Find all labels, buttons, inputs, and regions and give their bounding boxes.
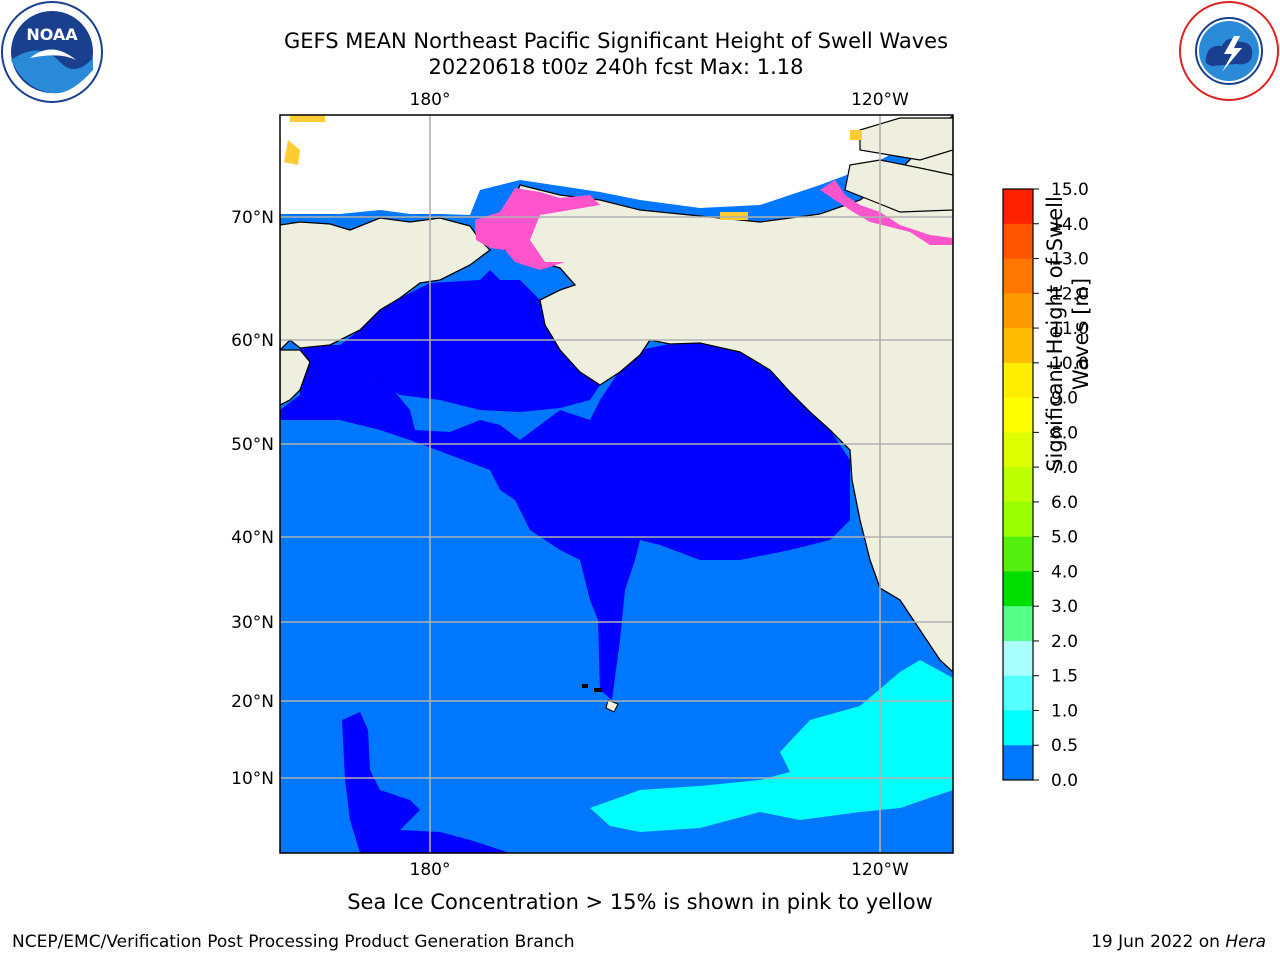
colorbar-tick-label: 5.0: [1051, 528, 1078, 548]
colorbar-frame: [1002, 188, 1034, 781]
land-hawaii-2: [582, 684, 602, 692]
colorbar-tick-label: 10.0: [1051, 354, 1089, 374]
bottom-lon-label: 120°W: [851, 860, 909, 880]
ocean-high-swell: [590, 660, 953, 832]
arctic-ocean-west: [280, 115, 480, 215]
colorbar-segment: [1003, 745, 1033, 781]
colorbar-segment: [1003, 640, 1033, 677]
colorbar-segment: [1003, 675, 1033, 711]
lat-label: 10°N: [231, 769, 274, 789]
noaa-logo: NOAA: [1, 1, 103, 103]
footer-credit: NCEP/EMC/Verification Post Processing Pr…: [12, 932, 575, 952]
sea-ice-chukchi: [475, 188, 600, 270]
colorbar-segment: [1003, 328, 1033, 364]
arctic-ocean: [480, 115, 953, 208]
colorbar-segment: [1003, 467, 1033, 503]
lat-label: 30°N: [231, 613, 274, 633]
colorbar-segment: [1003, 189, 1033, 225]
colorbar-segment: [1003, 397, 1033, 433]
colorbar-segment: [1003, 362, 1033, 399]
colorbar-tick-label: 2.0: [1051, 632, 1078, 652]
colorbar: [1002, 188, 1034, 781]
colorbar-title: Significant Height of Swell Waves [m]: [1043, 196, 1093, 472]
colorbar-tick-label: 0.0: [1051, 771, 1078, 791]
colorbar-tick-label: 14.0: [1051, 215, 1089, 235]
colorbar-tick-label: 0.5: [1051, 736, 1078, 756]
land-north-america: [499, 115, 953, 673]
colorbar-tick-label: 11.0: [1051, 319, 1089, 339]
colorbar-tick-label: 7.0: [1051, 458, 1078, 478]
lat-label: 60°N: [231, 331, 274, 351]
colorbar-segment: [1003, 223, 1033, 260]
lat-label: 20°N: [231, 692, 274, 712]
footer-date: 19 Jun 2022 on Hera: [1091, 932, 1266, 952]
ocean-low-swell-south: [342, 712, 510, 853]
land-arctic-islands: [859, 117, 953, 161]
lat-label: 70°N: [231, 208, 274, 228]
sea-ice-canada: [820, 180, 953, 245]
land-kamchatka: [280, 349, 311, 406]
colorbar-tick-label: 3.0: [1051, 597, 1078, 617]
colorbar-tick-label: 1.0: [1051, 701, 1078, 721]
colorbar-tick-label: 9.0: [1051, 389, 1078, 409]
colorbar-tick-label: 1.5: [1051, 667, 1078, 687]
colorbar-tick-label: 6.0: [1051, 493, 1078, 513]
map-frame: [279, 114, 954, 854]
land-arctic-islands-2: [844, 159, 953, 213]
colorbar-segment: [1003, 293, 1033, 329]
colorbar-segment: [1003, 258, 1033, 294]
sea-ice-yellow-3: [850, 130, 862, 140]
footer-date-text: 19 Jun 2022 on: [1091, 932, 1226, 952]
footer-machine: Hera: [1225, 932, 1266, 952]
lat-label: 40°N: [231, 528, 274, 548]
colorbar-segment: [1003, 571, 1033, 607]
ocean-low-swell-bering: [300, 270, 600, 412]
colorbar-segment: [1003, 606, 1033, 642]
lat-label: 50°N: [231, 435, 274, 455]
sea-ice-yellow-4: [290, 115, 325, 122]
colorbar-ticks: 15.0 14.0 13.0 12.0 11.0 10.0 9.0 8.0 7.0 6.0 5.0 4…: [1033, 180, 1089, 791]
nws-logo: [1179, 1, 1279, 101]
graticule: [280, 115, 953, 853]
chart-subtitle: 20220618 t00z 240h fcst Max: 1.18: [428, 55, 804, 79]
sea-ice-yellow-1: [284, 140, 300, 165]
top-lon-label: 120°W: [851, 90, 909, 110]
land-hawaii: [605, 699, 619, 713]
chart-title: GEFS MEAN Northeast Pacific Significant …: [283, 29, 949, 53]
colorbar-tick-label: 4.0: [1051, 562, 1078, 582]
top-lon-label: 180°: [410, 90, 451, 110]
colorbar-tick-label: 13.0: [1051, 250, 1089, 270]
sea-ice-caption: Sea Ice Concentration > 15% is shown in …: [347, 890, 933, 914]
land-siberia: [280, 115, 491, 351]
bottom-lon-label: 180°: [410, 860, 451, 880]
colorbar-segment: [1003, 501, 1033, 538]
colorbar-segment: [1003, 536, 1033, 572]
colorbar-segment: [1003, 432, 1033, 468]
colorbar-tick-label: 8.0: [1051, 423, 1078, 443]
colorbar-segment: [1003, 710, 1033, 746]
colorbar-tick-label: 15.0: [1051, 180, 1089, 200]
ocean-low-swell: [280, 343, 850, 700]
sea-ice-yellow-2: [720, 212, 748, 220]
svg-text:NOAA: NOAA: [26, 25, 78, 44]
colorbar-tick-label: 12.0: [1051, 284, 1089, 304]
map-area: [280, 115, 953, 853]
